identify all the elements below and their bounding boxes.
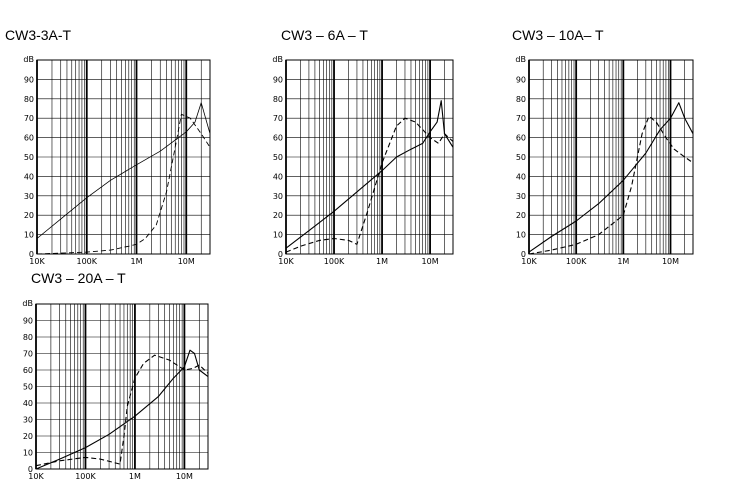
x-tick-label: 10K [28,472,44,481]
y-tick-label: 90 [24,75,34,84]
y-tick-label: 70 [24,114,34,123]
chart-title: CW3 – 10A– T [512,27,604,43]
y-axis-unit: dB [272,55,283,64]
chart-cw3-20a-t: CW3 – 20A – T 0 10 20 30 40 50 60 70 80 90 dB 10K 10… [5,270,215,492]
y-tick-label: 60 [273,134,283,143]
chart-title: CW3 – 20A – T [31,270,126,286]
y-tick-label: 10 [23,449,33,458]
y-tick-label: 80 [24,95,34,104]
y-tick-label: 20 [273,211,283,220]
y-axis-unit: dB [23,55,34,64]
series-line-dashed [528,115,694,255]
chart-svg: 0 10 20 30 40 50 60 70 80 90 dB 10K 100K 1M 10M [515,55,694,266]
y-tick-label: 90 [516,75,526,84]
series-line-solid [528,102,694,253]
y-tick-label: 50 [273,153,283,162]
y-tick-label: 70 [273,114,283,123]
x-tick-label: 10M [178,257,195,266]
chart-svg: 0 10 20 30 40 50 60 70 80 90 dB 10K 100K 1M 10M [22,299,209,481]
y-tick-label: 90 [273,75,283,84]
y-tick-label: 70 [516,114,526,123]
chart-svg: 0 10 20 30 40 50 60 70 80 90 dB 10K 100K 1M 10M [23,55,211,266]
y-tick-label: 10 [516,231,526,240]
y-tick-label: 40 [516,172,526,181]
y-tick-label: 90 [23,317,33,326]
y-tick-label: 0 [29,250,34,259]
x-tick-label: 100K [75,472,96,481]
y-tick-label: 30 [24,192,34,201]
x-tick-label: 10M [176,472,193,481]
x-tick-label: 1M [129,472,141,481]
y-tick-label: 40 [23,399,33,408]
y-tick-label: 30 [273,192,283,201]
y-tick-label: 40 [273,172,283,181]
series-line-dashed [36,113,211,255]
y-tick-label: 30 [23,416,33,425]
y-tick-label: 20 [23,432,33,441]
series-line-solid [35,349,209,470]
plot-frame [285,59,454,255]
chart-title: CW3-3A-T [5,27,72,43]
series-line-dashed [35,354,209,467]
y-tick-label: 20 [516,211,526,220]
x-tick-label: 1M [376,257,388,266]
plot-frame [528,59,694,255]
x-tick-label: 1M [617,257,629,266]
y-tick-label: 80 [273,95,283,104]
y-tick-label: 10 [273,231,283,240]
x-tick-label: 10K [521,257,537,266]
x-tick-label: 1M [131,257,143,266]
y-tick-label: 80 [23,333,33,342]
x-tick-label: 100K [566,257,587,266]
y-tick-label: 50 [516,153,526,162]
y-tick-label: 0 [278,250,283,259]
series-line-solid [285,100,454,249]
x-tick-label: 100K [324,257,345,266]
y-tick-label: 0 [521,250,526,259]
y-tick-label: 70 [23,350,33,359]
y-tick-label: 20 [24,211,34,220]
y-tick-label: 40 [24,172,34,181]
y-tick-label: 0 [28,465,33,474]
plot-frame [36,59,211,255]
x-tick-label: 100K [76,257,97,266]
chart-cw3-3a-t: CW3-3A-T 0 10 20 30 40 50 60 70 80 90 dB 10K 100K 1M 1… [5,27,215,266]
chart-title: CW3 – 6A – T [281,27,368,43]
chart-svg: 0 10 20 30 40 50 60 70 80 90 dB 10K 100K 1M 10M [272,55,454,266]
y-tick-label: 80 [516,95,526,104]
y-tick-label: 30 [516,192,526,201]
y-tick-label: 50 [24,153,34,162]
x-tick-label: 10M [662,257,679,266]
plot-frame [35,303,209,470]
x-tick-label: 10M [422,257,439,266]
y-tick-label: 10 [24,231,34,240]
series-line-solid [36,102,211,239]
y-axis-unit: dB [22,299,33,308]
y-tick-label: 60 [516,134,526,143]
chart-cw3-10a-t: CW3 – 10A– T 0 10 20 30 40 50 60 70 80 90 dB 10K 100… [496,27,701,266]
x-tick-label: 10K [278,257,294,266]
x-tick-label: 10K [29,257,45,266]
chart-cw3-6a-t: CW3 – 6A – T 0 10 20 30 40 50 60 70 80 90 dB 10K 100… [258,27,463,266]
y-axis-unit: dB [515,55,526,64]
y-tick-label: 60 [23,366,33,375]
y-tick-label: 60 [24,134,34,143]
y-tick-label: 50 [23,383,33,392]
series-line-dashed [285,117,454,253]
